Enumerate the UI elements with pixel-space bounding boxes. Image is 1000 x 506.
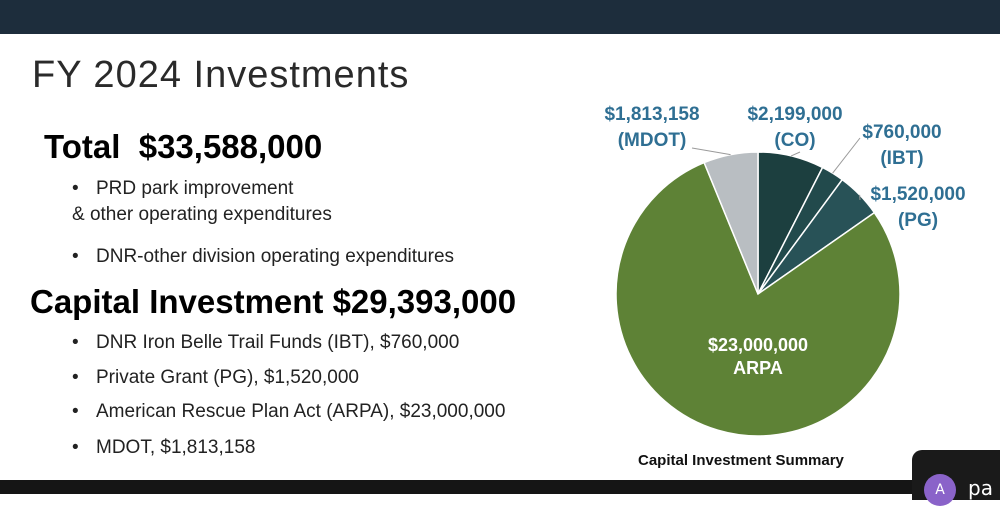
- bottom-bar: [0, 480, 1000, 494]
- slice-label-arpa-name: ARPA: [733, 358, 783, 378]
- bullet-dot: •: [72, 332, 79, 354]
- total-bullet-2: • DNR-other division operating expenditu…: [96, 246, 454, 268]
- bullet-text: American Rescue Plan Act (ARPA), $23,000…: [96, 401, 505, 422]
- slide-top-bar: [0, 0, 1000, 34]
- total-heading: Total $33,588,000: [44, 128, 322, 166]
- bullet-text: DNR Iron Belle Trail Funds (IBT), $760,0…: [96, 332, 459, 353]
- total-bullet-1-continued: & other operating expenditures: [72, 204, 332, 226]
- slice-label-co-name: (CO): [774, 130, 815, 151]
- slice-label-mdot-value: $1,813,158: [604, 104, 699, 125]
- bullet-text: MDOT, $1,813,158: [96, 437, 255, 458]
- capital-bullet-pg: • Private Grant (PG), $1,520,000: [96, 367, 359, 389]
- leader-line-mdot: [692, 148, 731, 155]
- slide-title: FY 2024 Investments: [32, 54, 409, 97]
- bullet-dot: •: [72, 367, 79, 389]
- profile-chip-text: pa: [968, 476, 993, 500]
- profile-chip[interactable]: A pa: [912, 450, 1000, 500]
- capital-bullet-ibt: • DNR Iron Belle Trail Funds (IBT), $760…: [96, 332, 459, 354]
- leader-line-co: [791, 152, 800, 156]
- capital-bullet-arpa: • American Rescue Plan Act (ARPA), $23,0…: [96, 401, 505, 423]
- slice-label-ibt-value: $760,000: [862, 122, 941, 143]
- bullet-dot: •: [72, 401, 79, 423]
- avatar[interactable]: A: [924, 474, 956, 506]
- capital-bullet-mdot: • MDOT, $1,813,158: [96, 437, 255, 459]
- slice-label-arpa-value: $23,000,000: [708, 335, 808, 355]
- bullet-dot: •: [72, 178, 79, 200]
- bullet-text: Private Grant (PG), $1,520,000: [96, 367, 359, 388]
- slice-label-co-value: $2,199,000: [747, 104, 842, 125]
- slice-label-pg-value: $1,520,000: [870, 184, 965, 205]
- slice-label-mdot-name: (MDOT): [618, 130, 687, 151]
- leader-line-ibt: [833, 138, 860, 173]
- chart-caption: Capital Investment Summary: [638, 452, 844, 469]
- bullet-dot: •: [72, 246, 79, 268]
- slice-label-pg-name: (PG): [898, 210, 938, 231]
- bullet-dot: •: [72, 437, 79, 459]
- pie-chart: $1,813,158 (MDOT) $2,199,000 (CO) $760,0…: [560, 90, 1000, 480]
- bullet-text: PRD park improvement: [96, 178, 293, 199]
- pie-slices: [616, 152, 900, 436]
- slice-label-ibt-name: (IBT): [880, 148, 923, 169]
- total-bullet-1: • PRD park improvement: [96, 178, 293, 200]
- bullet-text: DNR-other division operating expenditure…: [96, 246, 454, 267]
- capital-heading: Capital Investment $29,393,000: [30, 283, 516, 321]
